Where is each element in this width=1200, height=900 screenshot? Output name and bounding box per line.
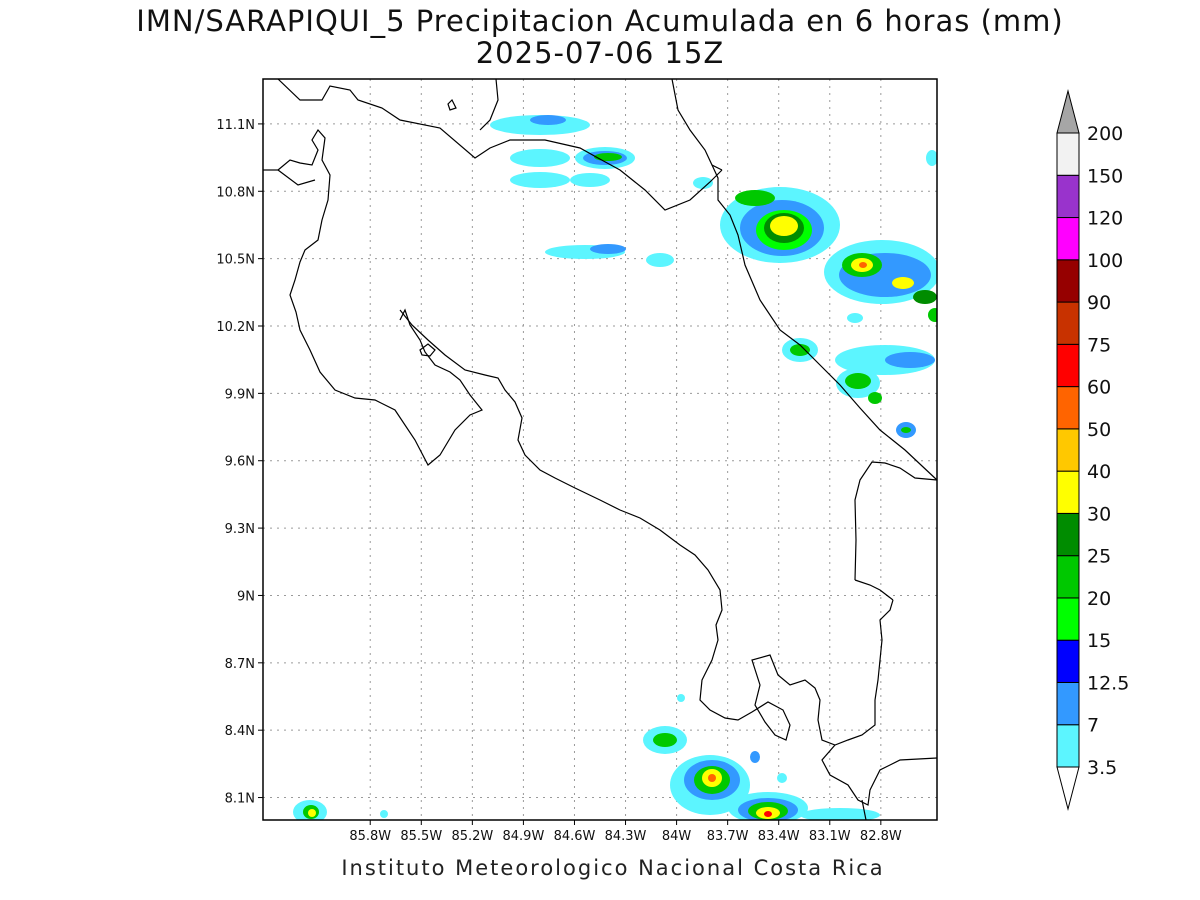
coastlines-and-borders	[263, 79, 937, 820]
colorbar-label: 90	[1087, 292, 1111, 314]
precipitation-field	[293, 115, 937, 820]
map-frame	[262, 78, 938, 821]
colorbar-swatch	[1056, 259, 1080, 303]
lat-tick-label: 10.5N	[216, 253, 255, 268]
colorbar-legend: 3.5 7 12.5 15 20 25 30 40 50 60 75 90 100 120 150 200	[1056, 89, 1129, 811]
colorbar-label: 12.5	[1087, 672, 1129, 694]
chart-subtitle-datetime: 2025-07-06 15Z	[475, 36, 725, 70]
lat-tick-label: 8.7N	[225, 657, 255, 672]
colorbar-swatch	[1056, 132, 1080, 176]
colorbar-swatch	[1056, 512, 1080, 557]
colorbar-swatch	[1056, 555, 1080, 599]
lon-tick-label: 84.9W	[503, 829, 545, 844]
colorbar-label: 15	[1087, 630, 1111, 652]
lon-tick-label: 84W	[662, 829, 692, 844]
colorbar-label: 25	[1087, 546, 1111, 568]
colorbar-label: 30	[1087, 503, 1111, 525]
lon-tick-label: 83.7W	[707, 829, 749, 844]
colorbar-swatch	[1056, 217, 1080, 261]
colorbar-swatch	[1056, 174, 1080, 219]
lon-tick-label: 85.8W	[349, 829, 391, 844]
lat-tick-label: 11.1N	[216, 118, 255, 133]
lat-tick-label: 10.8N	[216, 185, 255, 200]
map-gridlines	[263, 79, 937, 820]
lon-tick-label: 83.1W	[809, 829, 851, 844]
colorbar-swatch	[1056, 470, 1080, 514]
colorbar-label: 150	[1087, 165, 1123, 187]
colorbar-swatch	[1056, 597, 1080, 641]
colorbar-swatch	[1056, 724, 1080, 768]
map-panel: 85.8W 85.5W 85.2W 84.9W 84.6W 84.3W 84W 83.7W 83…	[216, 78, 938, 844]
lat-tick-label: 10.2N	[216, 320, 255, 335]
colorbar-label: 50	[1087, 419, 1111, 441]
longitude-axis: 85.8W 85.5W 85.2W 84.9W 84.6W 84.3W 84W 83.7W 83…	[349, 820, 902, 844]
colorbar-swatch	[1056, 639, 1080, 683]
colorbar-swatch	[1056, 681, 1080, 726]
colorbar-label: 120	[1087, 208, 1123, 230]
lat-tick-label: 8.1N	[225, 792, 255, 807]
colorbar-label: 200	[1087, 123, 1123, 145]
footer-credit: Instituto Meteorologico Nacional Costa R…	[341, 856, 885, 880]
colorbar-label: 75	[1087, 334, 1111, 356]
lon-tick-label: 84.6W	[554, 829, 596, 844]
lon-tick-label: 82.8W	[860, 829, 902, 844]
lon-tick-label: 84.3W	[605, 829, 647, 844]
lat-tick-label: 9.3N	[225, 522, 255, 537]
colorbar-label: 7	[1087, 715, 1099, 737]
colorbar-label: 100	[1087, 250, 1123, 272]
lon-tick-label: 85.5W	[400, 829, 442, 844]
colorbar-swatch	[1056, 386, 1080, 430]
lon-tick-label: 83.4W	[758, 829, 800, 844]
colorbar-swatch	[1056, 301, 1080, 345]
lat-tick-label: 9.6N	[225, 455, 255, 470]
colorbar-overflow-arrow	[1056, 89, 1080, 134]
lat-tick-label: 8.4N	[225, 724, 255, 739]
colorbar-label: 60	[1087, 377, 1111, 399]
chart-title: IMN/SARAPIQUI_5 Precipitacion Acumulada …	[136, 4, 1064, 38]
colorbar-label: 3.5	[1087, 757, 1117, 779]
colorbar-label: 20	[1087, 588, 1111, 610]
lat-tick-label: 9.9N	[225, 387, 255, 402]
colorbar-underflow-arrow	[1056, 766, 1080, 811]
colorbar-swatch	[1056, 343, 1080, 388]
lat-tick-label: 9N	[237, 589, 255, 604]
colorbar-label: 40	[1087, 461, 1111, 483]
lon-tick-label: 85.2W	[451, 829, 493, 844]
latitude-axis: 11.1N 10.8N 10.5N 10.2N 9.9N 9.6N 9.3N 9N 8.7N 8.…	[216, 118, 263, 807]
colorbar-swatch	[1056, 428, 1080, 472]
